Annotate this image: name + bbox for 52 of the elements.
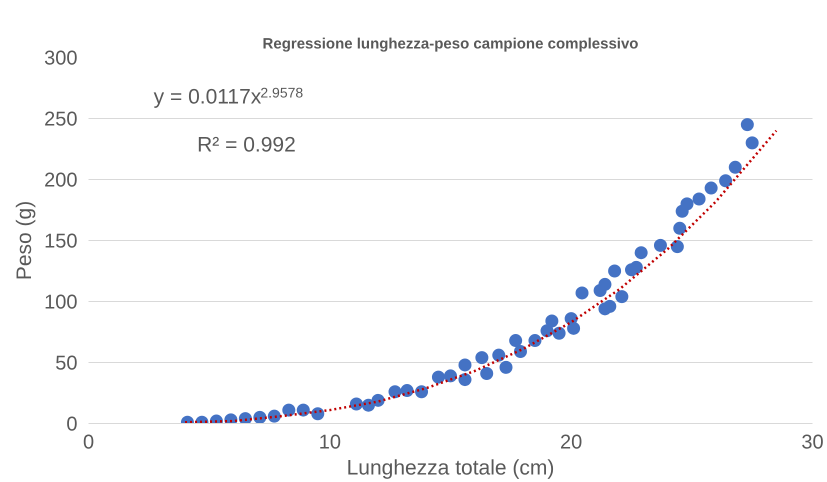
point <box>719 174 732 188</box>
x-tick-label: 10 <box>318 432 341 454</box>
point <box>680 197 694 210</box>
point <box>670 240 684 254</box>
point <box>500 360 513 374</box>
y-axis-title: Peso (g) <box>13 200 36 280</box>
y-tick-label: 250 <box>44 108 78 130</box>
point <box>692 192 706 206</box>
point <box>458 358 472 372</box>
y-tick-label: 100 <box>44 292 78 314</box>
point <box>567 322 580 335</box>
x-axis-title: Lunghezza totale (cm) <box>346 456 554 480</box>
y-tick-label: 150 <box>44 230 78 252</box>
annotation: R² = 0.992 <box>197 133 296 156</box>
point <box>598 278 612 291</box>
point <box>704 182 718 195</box>
point <box>545 314 558 328</box>
y-tick-label: 50 <box>55 352 78 374</box>
y-tick-label: 300 <box>44 48 78 70</box>
x-tick-label: 30 <box>801 432 824 454</box>
point <box>603 300 616 313</box>
point <box>311 407 324 420</box>
y-tick-label: 200 <box>44 170 78 192</box>
point <box>509 334 522 348</box>
point <box>492 348 506 362</box>
point <box>480 366 494 380</box>
point <box>576 286 589 300</box>
point <box>740 118 754 132</box>
point <box>432 370 445 384</box>
point <box>458 373 472 386</box>
x-tick-label: 20 <box>560 432 582 454</box>
point <box>746 136 759 150</box>
point <box>400 384 414 398</box>
point <box>654 238 667 252</box>
point <box>634 246 648 260</box>
point <box>552 326 566 340</box>
x-tick-label: 0 <box>82 432 94 454</box>
y-tick-label: 0 <box>66 414 78 436</box>
point <box>475 351 488 364</box>
point <box>608 264 622 278</box>
point <box>528 334 542 348</box>
point <box>388 385 402 398</box>
point <box>673 222 686 235</box>
point <box>444 369 457 382</box>
point <box>615 290 628 304</box>
point <box>630 260 643 274</box>
chart-title: Regressione lunghezza-peso campione complessivo <box>262 36 638 52</box>
point <box>282 404 296 417</box>
point <box>728 160 742 174</box>
point <box>296 404 310 417</box>
point <box>372 394 385 407</box>
point <box>415 385 428 398</box>
